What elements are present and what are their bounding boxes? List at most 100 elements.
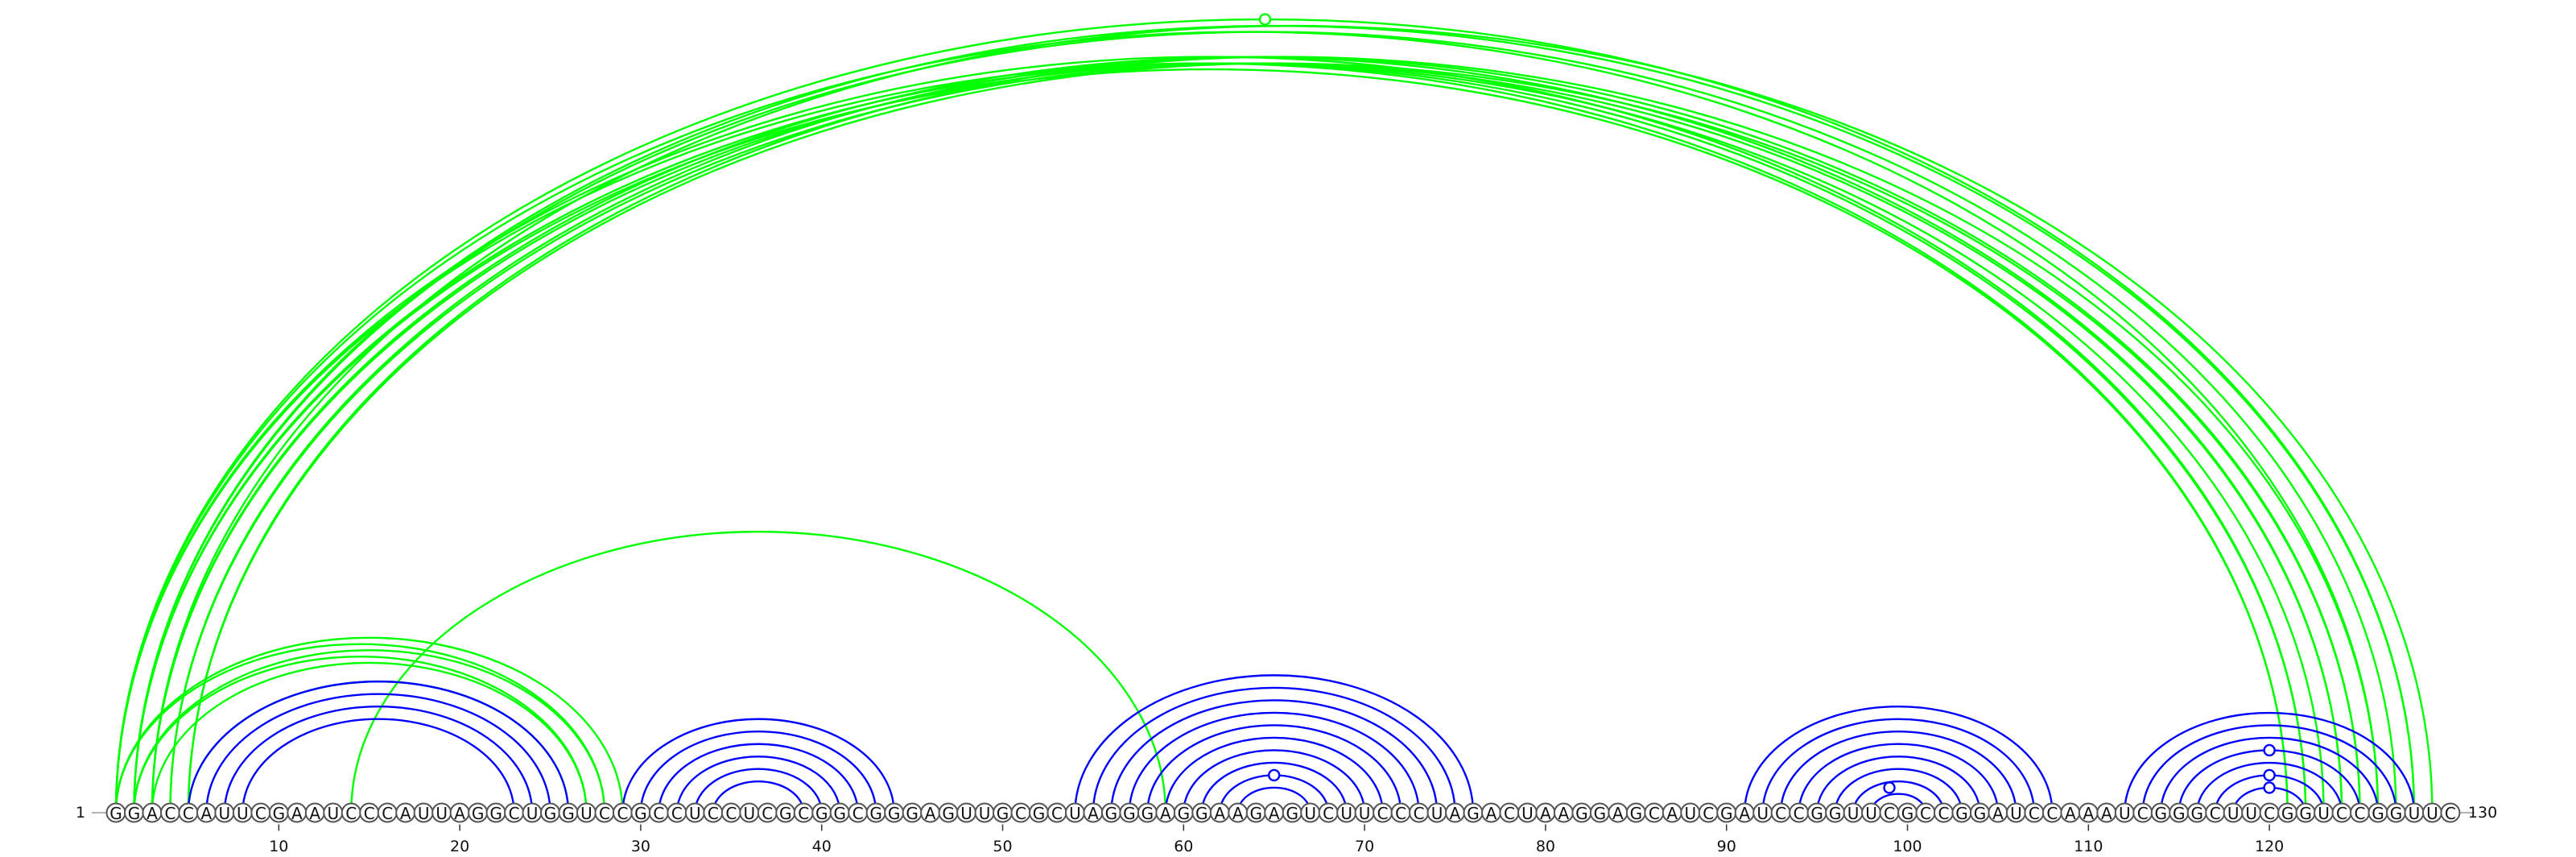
- nucleotide-letter: G: [1286, 804, 1298, 823]
- nucleotide-letter: C: [708, 804, 719, 823]
- nucleotide-57: G: [1119, 802, 1140, 823]
- nucleotide-letter: C: [1920, 804, 1931, 823]
- nucleotide-letter: G: [544, 804, 557, 823]
- base-pair-arc-32-41: [675, 756, 841, 814]
- tick-label-110: 110: [2074, 838, 2103, 855]
- tick-label-40: 40: [812, 838, 832, 855]
- nucleotide-letter: C: [1938, 804, 1949, 823]
- nucleotide-58: G: [1137, 802, 1158, 823]
- nucleotide-letter: G: [2190, 804, 2203, 823]
- nucleotide-81: A: [1553, 802, 1574, 823]
- nucleotide-45: G: [902, 802, 923, 823]
- nucleotide-letter: U: [1431, 804, 1443, 823]
- nucleotide-46: A: [920, 802, 941, 823]
- base-pair-arc-114-126: [2160, 736, 2380, 814]
- base-pair-arc-2-28: [133, 649, 606, 814]
- nucleotide-letter: C: [2445, 804, 2456, 823]
- tick-label-50: 50: [993, 838, 1012, 855]
- nucleotide-letter: A: [1450, 804, 1461, 823]
- tick-label-100: 100: [1893, 838, 1922, 855]
- tick-label-120: 120: [2255, 838, 2284, 855]
- nucleotide-28: C: [594, 802, 615, 823]
- nucleotide-43: G: [865, 802, 886, 823]
- arc-apex-marker-1-128: [1258, 13, 1272, 26]
- base-pair-arc-1-126: [114, 31, 2380, 814]
- nucleotide-letter: G: [1594, 804, 1607, 823]
- nucleotide-110: A: [2078, 802, 2099, 823]
- nucleotide-36: U: [739, 802, 760, 823]
- nucleotide-letter: U: [1521, 804, 1534, 823]
- nucleotide-letter: U: [1847, 804, 1860, 823]
- nucleotide-letter: U: [1340, 804, 1352, 823]
- nucleotide-letter: A: [147, 804, 158, 823]
- nucleotide-117: C: [2205, 802, 2226, 823]
- nucleotide-letter: G: [1829, 804, 1842, 823]
- base-pair-arc-58-72: [1146, 724, 1402, 814]
- nucleotide-12: A: [304, 802, 325, 823]
- nucleotide-19: U: [431, 802, 452, 823]
- nucleotide-letter: U: [1359, 804, 1371, 823]
- nucleotide-17: A: [395, 802, 416, 823]
- nucleotide-letter: G: [2173, 804, 2186, 823]
- nucleotide-20: A: [449, 802, 470, 823]
- nucleotide-letter: G: [1195, 804, 1208, 823]
- nucleotide-letter: A: [1739, 804, 1750, 823]
- nucleotide-letter: G: [2154, 804, 2167, 823]
- nucleotide-letter: A: [400, 804, 411, 823]
- nucleotide-53: C: [1046, 802, 1067, 823]
- nucleotide-letter: A: [1269, 804, 1280, 823]
- nucleotide-4: C: [159, 802, 180, 823]
- nucleotide-letter: G: [1033, 804, 1046, 823]
- nucleotide-letter: G: [1105, 804, 1118, 823]
- tick-label-20: 20: [450, 838, 469, 855]
- nucleotide-letter: U: [1069, 804, 1081, 823]
- nucleotide-letter: U: [2119, 804, 2131, 823]
- nucleotide-letter: G: [833, 804, 846, 823]
- nucleotide-72: C: [1390, 802, 1411, 823]
- nucleotide-letter: G: [2281, 804, 2294, 823]
- nucleotide-59: A: [1155, 802, 1176, 823]
- nucleotide-letter: G: [888, 804, 901, 823]
- nucleotide-letter: A: [1160, 804, 1171, 823]
- base-pair-arc-5-26: [187, 680, 570, 814]
- nucleotide-32: C: [667, 802, 687, 823]
- nucleotide-124: C: [2331, 802, 2352, 823]
- nucleotide-letter: C: [2210, 804, 2221, 823]
- base-pair-arc-1-29: [114, 636, 624, 814]
- base-pair-arc-97-102: [1852, 780, 1945, 814]
- nucleotide-44: G: [884, 802, 905, 823]
- nucleotide-letter: G: [1955, 804, 1968, 823]
- nucleotide-113: C: [2132, 802, 2153, 823]
- nucleotide-23: C: [504, 802, 525, 823]
- nucleotide-letter: C: [2336, 804, 2347, 823]
- nucleotide-122: G: [2295, 802, 2316, 823]
- nucleotide-letter: G: [273, 804, 286, 823]
- nucleotide-109: A: [2060, 802, 2081, 823]
- base-pair-arc-55-75: [1092, 686, 1456, 814]
- nucleotide-letter: U: [580, 804, 592, 823]
- nucleotide-letter: U: [237, 804, 249, 823]
- nucleotide-25: G: [540, 802, 561, 823]
- nucleotide-letter: C: [1377, 804, 1389, 823]
- nucleotide-letter: U: [2227, 804, 2240, 823]
- nucleotide-56: G: [1100, 802, 1121, 823]
- nucleotide-letter: C: [725, 804, 737, 823]
- nucleotide-73: C: [1409, 802, 1430, 823]
- nucleotide-letter: G: [997, 804, 1009, 823]
- nucleotide-letter: A: [454, 804, 465, 823]
- base-pair-arc-34-39: [712, 780, 805, 814]
- nucleotide-letter: G: [128, 804, 141, 823]
- nucleotide-letter: A: [1486, 804, 1497, 823]
- nucleotide-letter: A: [201, 804, 213, 823]
- nucleotide-letter: C: [364, 804, 375, 823]
- nucleotide-letter: C: [1775, 804, 1786, 823]
- nucleotide-letter: C: [2029, 804, 2040, 823]
- nucleotide-letter: C: [617, 804, 628, 823]
- nucleotide-letter: C: [1051, 804, 1063, 823]
- base-pair-arc-59-71: [1164, 736, 1384, 814]
- nucleotide-letter: G: [1123, 804, 1136, 823]
- nucleotide-88: U: [1680, 802, 1701, 823]
- nucleotide-letter: U: [689, 804, 701, 823]
- nucleotide-15: C: [359, 802, 380, 823]
- tick-label-90: 90: [1717, 838, 1736, 855]
